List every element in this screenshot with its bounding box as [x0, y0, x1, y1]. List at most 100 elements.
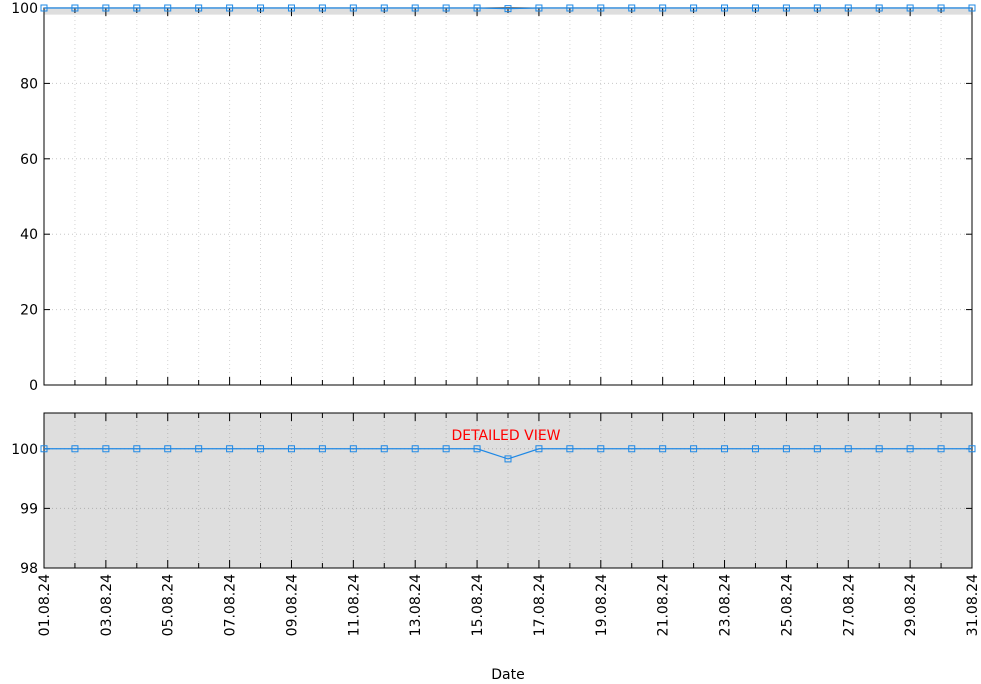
main-series-line [44, 7, 972, 10]
main-y-tick-labels: 0 20 40 60 80 100 [11, 1, 38, 394]
date-tick-labels: 01.08.24 03.08.24 05.08.24 07.08.24 09.08.24… [37, 574, 981, 636]
main-data-point [628, 4, 636, 12]
main-data-point [504, 5, 512, 13]
main-data-point [380, 4, 388, 12]
main-data-point [937, 4, 945, 12]
main-data-point [442, 4, 450, 12]
detail-grid [44, 413, 972, 568]
main-data-point [411, 4, 419, 12]
main-y-tick-label: 20 [20, 303, 38, 319]
date-tick-label: 11.08.24 [346, 574, 362, 636]
date-tick-label: 01.08.24 [37, 574, 53, 636]
detail-data-point [721, 445, 729, 453]
detail-data-point [411, 445, 419, 453]
detail-series-line [44, 448, 972, 460]
main-data-point [133, 4, 141, 12]
detail-y-tick-label: 98 [20, 561, 38, 577]
main-data-point [659, 4, 667, 12]
detail-series-markers [40, 445, 976, 463]
date-tick-label: 03.08.24 [99, 574, 115, 636]
date-tick-label: 25.08.24 [779, 574, 795, 636]
main-y-tick-label: 0 [29, 378, 38, 394]
main-series-markers [40, 4, 976, 13]
main-data-point [690, 4, 698, 12]
main-data-point [813, 4, 821, 12]
main-data-point [968, 4, 976, 12]
main-data-point [844, 4, 852, 12]
main-data-point [71, 4, 79, 12]
main-y-tick-label: 100 [11, 1, 38, 17]
date-tick-label: 27.08.24 [841, 574, 857, 636]
date-tick-label: 23.08.24 [718, 574, 734, 636]
date-tick-label: 07.08.24 [223, 574, 239, 636]
detail-data-point [628, 445, 636, 453]
main-data-point [164, 4, 172, 12]
detail-data-point [690, 445, 698, 453]
detail-data-point [40, 445, 48, 453]
main-data-point [318, 4, 326, 12]
x-axis-title: Date [491, 667, 524, 683]
detailed-view-annotation: DETAILED VIEW [451, 428, 560, 444]
main-grid [44, 8, 972, 385]
main-data-point [597, 4, 605, 12]
date-tick-label: 15.08.24 [470, 574, 486, 636]
detail-background [44, 413, 972, 568]
main-y-tick-label: 60 [20, 152, 38, 168]
main-data-point [473, 4, 481, 12]
detail-data-point [566, 445, 574, 453]
date-tick-label: 29.08.24 [903, 574, 919, 636]
date-tick-label: 31.08.24 [965, 574, 981, 636]
detail-data-point [318, 445, 326, 453]
detail-data-point [906, 445, 914, 453]
detail-data-point [226, 445, 234, 453]
detail-data-point [133, 445, 141, 453]
main-y-tick-label: 80 [20, 76, 38, 92]
detail-data-point [473, 445, 481, 453]
detail-data-point [659, 445, 667, 453]
detail-data-point [597, 445, 605, 453]
date-tick-label: 19.08.24 [594, 574, 610, 636]
main-data-point [751, 4, 759, 12]
detail-data-point [164, 445, 172, 453]
main-data-point [195, 4, 203, 12]
date-tick-label: 17.08.24 [532, 574, 548, 636]
detail-y-tick-labels: 98 99 100 [11, 442, 38, 577]
main-data-point [535, 4, 543, 12]
main-data-point [40, 4, 48, 12]
detail-data-point [535, 445, 543, 453]
date-tick-label: 09.08.24 [284, 574, 300, 636]
detail-data-point [380, 445, 388, 453]
main-y-tick-label: 40 [20, 227, 38, 243]
date-tick-label: 05.08.24 [161, 574, 177, 636]
detail-y-tick-label: 99 [20, 501, 38, 517]
detail-data-point [287, 445, 295, 453]
main-data-point [287, 4, 295, 12]
detail-data-point [442, 445, 450, 453]
detail-data-point [813, 445, 821, 453]
detail-data-point [968, 445, 976, 453]
detail-data-point [504, 455, 512, 463]
detail-data-point [937, 445, 945, 453]
detail-data-point [349, 445, 357, 453]
main-data-point [102, 4, 110, 12]
detail-data-point [102, 445, 110, 453]
main-data-point [349, 4, 357, 12]
detail-data-point [257, 445, 265, 453]
main-data-point [721, 4, 729, 12]
detail-y-tick-label: 100 [11, 442, 38, 458]
detail-data-point [782, 445, 790, 453]
detail-data-point [875, 445, 883, 453]
detail-panel: 98 99 100 DETAILED VIEW 01.08.24 03.08.24 05… [11, 412, 981, 683]
main-data-point [875, 4, 883, 12]
date-tick-label: 21.08.24 [656, 574, 672, 636]
date-tick-label: 13.08.24 [408, 574, 424, 636]
main-data-point [226, 4, 234, 12]
detail-data-point [71, 445, 79, 453]
detail-data-point [751, 445, 759, 453]
detail-data-point [844, 445, 852, 453]
main-data-point [906, 4, 914, 12]
main-data-point [566, 4, 574, 12]
detail-data-point [195, 445, 203, 453]
